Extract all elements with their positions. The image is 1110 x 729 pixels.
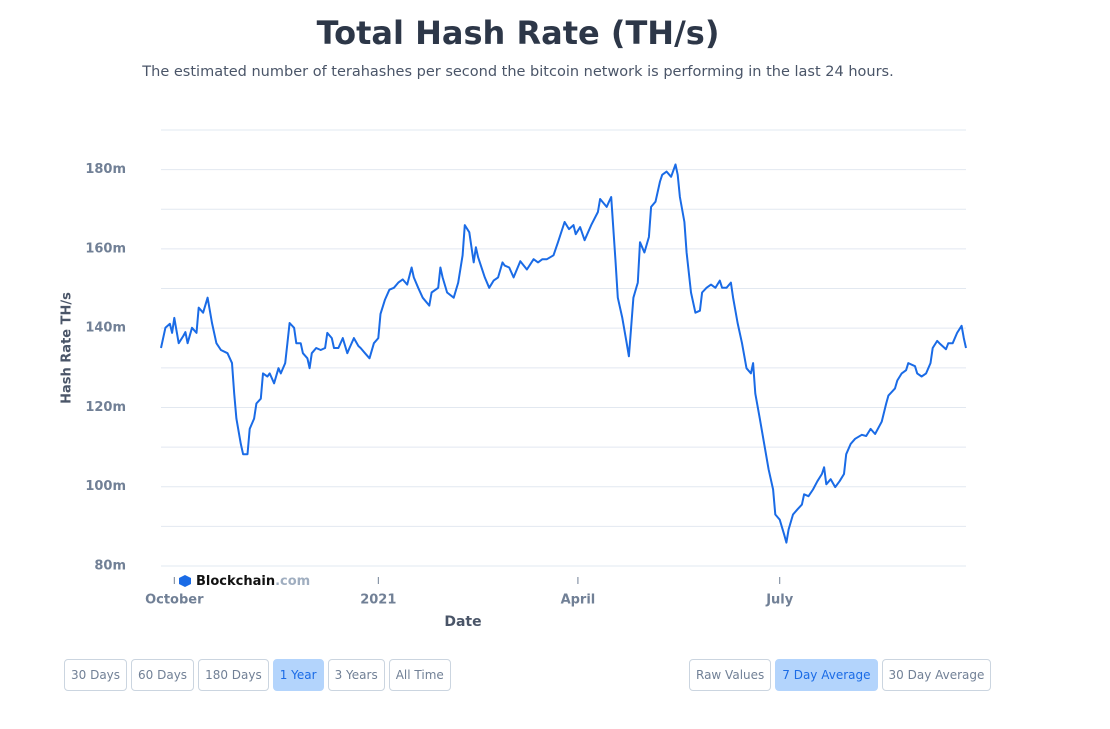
chart: Total Hash Rate (TH/s) The estimated num…: [60, 14, 967, 630]
range-button[interactable]: 1 Year: [272, 659, 324, 691]
data-line: [160, 163, 967, 544]
y-tick-label: 120m: [85, 400, 126, 415]
watermark: Blockchain.com: [179, 574, 310, 589]
range-button[interactable]: Raw Values: [689, 659, 772, 691]
logo-icon: [179, 575, 191, 587]
x-axis-title: Date: [444, 614, 481, 630]
y-axis-title: Hash Rate TH/s: [60, 292, 75, 404]
brand-suffix: .com: [275, 574, 310, 589]
chart-title: Total Hash Rate (TH/s): [317, 14, 720, 52]
y-tick-label: 180m: [85, 162, 126, 177]
y-tick-label: 80m: [94, 559, 126, 574]
y-tick-label: 100m: [85, 479, 126, 494]
range-button[interactable]: All Time: [388, 659, 451, 691]
range-button[interactable]: 7 Day Average: [775, 659, 878, 691]
x-tick-label: 2021: [360, 593, 396, 608]
x-tick-label: April: [561, 593, 596, 608]
y-tick-label: 160m: [85, 241, 126, 256]
x-tick-label: July: [765, 593, 794, 608]
grid: [161, 129, 966, 567]
brand: Blockchain.com: [196, 574, 310, 589]
brand-name: Blockchain: [196, 574, 275, 589]
chart-subtitle: The estimated number of terahashes per s…: [141, 64, 893, 80]
y-tick-label: 140m: [85, 321, 126, 336]
x-tick-label: October: [145, 593, 204, 608]
range-button[interactable]: 3 Years: [327, 659, 385, 691]
range-button[interactable]: 30 Days: [64, 659, 128, 691]
range-button[interactable]: 30 Day Average: [881, 659, 992, 691]
range-button[interactable]: 60 Days: [131, 659, 195, 691]
range-button[interactable]: 180 Days: [198, 659, 269, 691]
